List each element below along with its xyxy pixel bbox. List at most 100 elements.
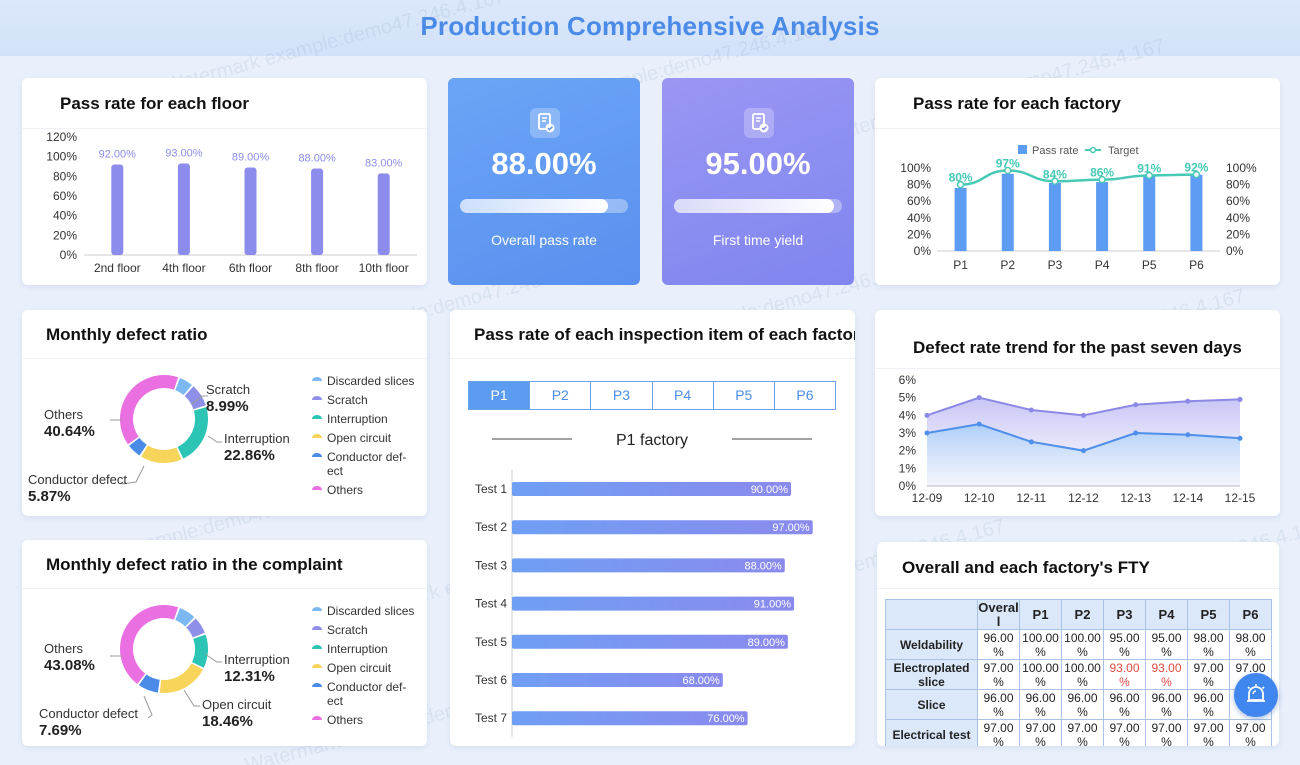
y-tick-label-left: 60% (907, 194, 931, 208)
legend-label: Open circuit (327, 431, 392, 445)
point-series-a (1028, 407, 1034, 413)
factory-tabs: P1 P2 P3 P4 P5 P6 (468, 381, 836, 410)
bar-category-label: Test 6 (475, 673, 507, 687)
donut-slice (138, 674, 160, 693)
overall-pass-value: 88.00% (491, 146, 597, 181)
legend-label: Interruption (327, 642, 388, 656)
alarm-icon (1247, 684, 1265, 702)
donut-slice (129, 437, 147, 456)
tab-p3[interactable]: P3 (591, 382, 653, 409)
target-point (1004, 166, 1012, 175)
point-series-b (924, 430, 930, 436)
callout-percent: 22.86% (224, 447, 275, 464)
x-tick-label: 10th floor (359, 261, 409, 275)
donut-slice (175, 608, 195, 627)
tab-p4[interactable]: P4 (653, 382, 714, 409)
fty-cell: 97.00 % (1103, 719, 1146, 746)
donut-slice (192, 634, 208, 668)
callout-percent: 43.08% (44, 657, 95, 674)
donut-slice (159, 663, 203, 693)
y-tick-label-left: 20% (907, 227, 931, 241)
callout-percent: 12.31% (224, 668, 275, 685)
fty-cell: 97.00 % (1187, 719, 1230, 746)
bar-value-label: 76.00% (707, 713, 745, 725)
fty-cell: 97.00 % (1187, 659, 1230, 690)
target-value-label: 86% (1090, 166, 1114, 180)
fty-row-header: Slice (885, 689, 978, 720)
tab-p2[interactable]: P2 (530, 382, 592, 409)
fty-cell: 98.00 % (1229, 629, 1272, 660)
donut-slice (119, 605, 179, 685)
first-time-yield-kpi: 95.00% First time yield (662, 78, 854, 285)
bar-category-label: Test 2 (475, 520, 507, 534)
y-tick-label-right: 60% (1226, 194, 1250, 208)
fty-row-header: Weldability (885, 629, 978, 660)
legend-swatch (312, 716, 322, 720)
legend-label: Conductor def- (327, 680, 406, 694)
area-series-b (927, 424, 1240, 486)
bar (512, 673, 723, 687)
bar (1190, 174, 1203, 251)
x-tick-label: 12-11 (1016, 491, 1046, 505)
bar-value-label: 68.00% (682, 675, 720, 687)
y-tick-label-right: 20% (1226, 227, 1250, 241)
y-tick-label-right: 100% (1226, 161, 1257, 175)
x-tick-label: 8th floor (295, 261, 338, 275)
fty-cell: 96.00 % (1187, 689, 1230, 720)
bar-value-label: 83.00% (365, 157, 403, 169)
table-row: Electroplated slice 97.00 % 100.00 % 100.00… (885, 659, 1272, 690)
legend-swatch (312, 683, 322, 687)
callout-leader (207, 435, 222, 443)
y-tick-label: 6% (899, 373, 917, 387)
point-series-a (976, 395, 982, 401)
legend-swatch (312, 453, 322, 457)
alarm-button[interactable] (1234, 673, 1278, 717)
y-tick-label: 0% (899, 479, 917, 493)
y-tick-label: 40% (53, 209, 77, 223)
tab-p5[interactable]: P5 (714, 382, 775, 409)
fty-cell: 96.00 % (1019, 689, 1062, 720)
point-series-b (1028, 439, 1034, 445)
bar (954, 187, 967, 251)
callout-leader (183, 689, 200, 707)
legend-bar-label: Pass rate (1032, 145, 1078, 157)
bar-value-label: 89.00% (232, 151, 270, 163)
fty-cell: 96.00 % (1145, 689, 1188, 720)
y-tick-label: 3% (899, 426, 917, 440)
bar (177, 163, 190, 255)
donut-slice (177, 407, 209, 459)
y-tick-label: 100% (46, 150, 77, 164)
fty-cell: 96.00 % (977, 689, 1020, 720)
fty-cell: 96.00 % (1061, 689, 1104, 720)
y-tick-label-left: 40% (907, 211, 931, 225)
donut-slice (120, 375, 179, 445)
target-value-label: 80% (949, 171, 973, 185)
target-line (960, 169, 1197, 186)
legend-label: ect (327, 694, 344, 708)
floor-pass-chart: 120% 100% 80% 60% 40% 20% 0% 92.00% 2nd floor 93.… (46, 130, 417, 275)
fty-column-header: P5 (1187, 599, 1230, 630)
floor-pass-card: Pass rate for each floor 120% 100% 80% 60% 4… (22, 78, 427, 285)
defect-trend-chart: 6% 5% 4% 3% 2% 1% 0%12-09 12-10 12-11 12-12 12-13 1… (899, 373, 1256, 505)
first-time-yield-value: 95.00% (705, 146, 811, 181)
tab-p6[interactable]: P6 (796, 387, 814, 403)
fty-cell: 97.00 % (1061, 719, 1104, 746)
bar-value-label: 88.00% (744, 560, 782, 572)
target-point (1145, 171, 1153, 180)
callout-percent: 5.87% (28, 488, 71, 505)
callout-name: Interruption (224, 652, 290, 667)
tab-p1[interactable]: P1 (469, 382, 531, 409)
inspection-card: Pass rate of each inspection item of eac… (450, 310, 855, 746)
target-value-label: 84% (1043, 167, 1067, 181)
legend-label: Open circuit (327, 661, 392, 675)
legend-swatch (312, 607, 322, 611)
fty-cell: 100.00 % (1019, 629, 1062, 660)
bar (512, 711, 748, 726)
legend-swatch (312, 434, 322, 438)
y-tick-label: 2% (899, 444, 917, 458)
fty-cell: 97.00 % (977, 719, 1020, 746)
target-value-label: 92% (1184, 161, 1208, 175)
y-tick-label-left: 100% (900, 161, 931, 175)
x-tick-label: P1 (953, 258, 968, 272)
y-tick-label: 20% (53, 228, 77, 242)
